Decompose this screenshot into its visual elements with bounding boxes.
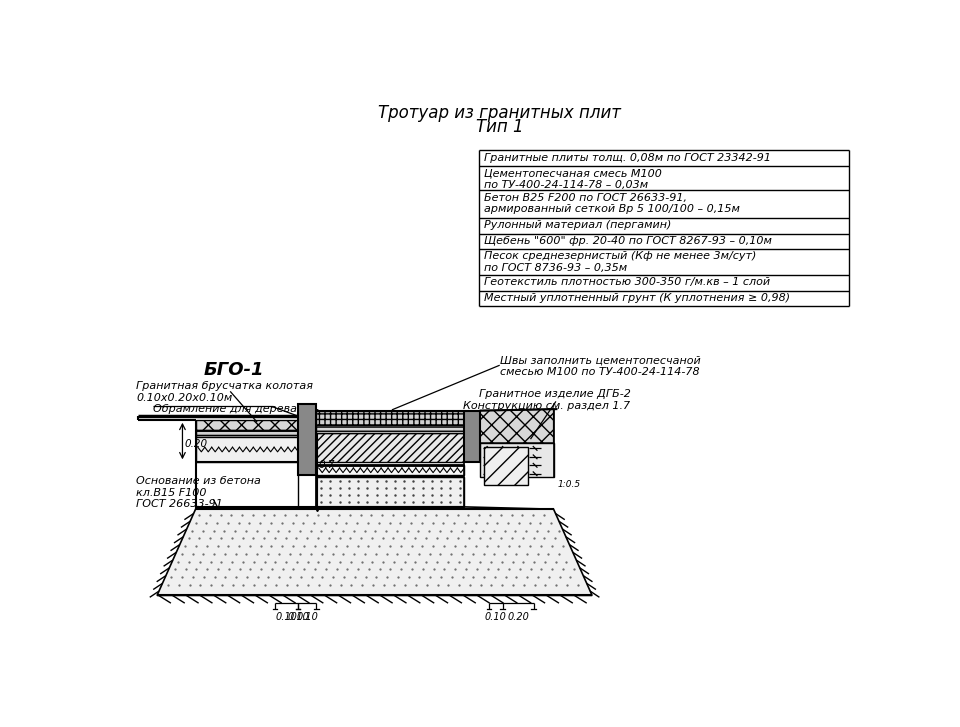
Text: Тротуар из гранитных плит: Тротуар из гранитных плит [378, 104, 621, 122]
Polygon shape [480, 409, 554, 443]
Bar [317, 465, 465, 475]
Polygon shape [157, 507, 592, 595]
Text: 0.20: 0.20 [184, 439, 208, 449]
Bar [298, 404, 317, 475]
Text: 0.10: 0.10 [276, 612, 298, 622]
Text: 0.10: 0.10 [287, 612, 309, 622]
Text: Гранитные плиты толщ. 0,08м по ГОСТ 23342-91: Гранитные плиты толщ. 0,08м по ГОСТ 2334… [484, 153, 771, 163]
Text: 0.7: 0.7 [319, 460, 335, 470]
Text: Основание из бетона
кл.В15 F100
ГОСТ 26633-91: Основание из бетона кл.В15 F100 ГОСТ 266… [136, 476, 261, 510]
Text: БГО-1: БГО-1 [204, 361, 264, 379]
Bar [317, 477, 465, 507]
Polygon shape [480, 443, 554, 477]
Polygon shape [196, 420, 298, 430]
Text: Бетон В25 F200 по ГОСТ 26633-91,
армированный сеткой Вр 5 100/100 – 0,15м: Бетон В25 F200 по ГОСТ 26633-91, армиров… [484, 193, 739, 214]
Text: Гранитная брусчатка колотая
0.10х0.20х0.10м: Гранитная брусчатка колотая 0.10х0.20х0.… [136, 382, 313, 403]
Text: Местный уплотненный грунт (К уплотнения ≥ 0,98): Местный уплотненный грунт (К уплотнения … [484, 293, 790, 303]
Bar [317, 425, 465, 433]
Bar [465, 411, 480, 462]
Text: 0.10: 0.10 [485, 612, 507, 622]
Bar [196, 437, 298, 462]
Text: Швы заполнить цементопесчаной
смесью М100 по ТУ-400-24-114-78: Швы заполнить цементопесчаной смесью М10… [500, 356, 701, 377]
Text: 1:0.5: 1:0.5 [558, 480, 581, 489]
Text: Гранитное изделие ДГБ-2
Конструкцию см. раздел 1.7: Гранитное изделие ДГБ-2 Конструкцию см. … [464, 389, 631, 411]
Text: Цементопесчаная смесь М100
по ТУ-400-24-114-78 – 0,03м: Цементопесчаная смесь М100 по ТУ-400-24-… [484, 168, 661, 190]
Bar [196, 430, 298, 437]
Text: Обрамление для дерева: Обрамление для дерева [154, 404, 298, 414]
Text: Щебень "600" фр. 20-40 по ГОСТ 8267-93 – 0,10м: Щебень "600" фр. 20-40 по ГОСТ 8267-93 –… [484, 236, 772, 246]
Text: 0.20: 0.20 [507, 612, 529, 622]
Bar [317, 433, 465, 462]
Text: Рулонный материал (пергамин): Рулонный материал (пергамин) [484, 220, 671, 230]
Bar [484, 447, 528, 486]
Text: Геотекстиль плотностью 300-350 г/м.кв – 1 слой: Геотекстиль плотностью 300-350 г/м.кв – … [484, 278, 770, 287]
Text: Тип 1: Тип 1 [476, 118, 523, 136]
Text: Песок среднезернистый (Кф не менее 3м/сут)
по ГОСТ 8736-93 – 0,35м: Песок среднезернистый (Кф не менее 3м/су… [484, 252, 756, 273]
Text: 0.10: 0.10 [297, 612, 318, 622]
Bar [317, 411, 465, 425]
